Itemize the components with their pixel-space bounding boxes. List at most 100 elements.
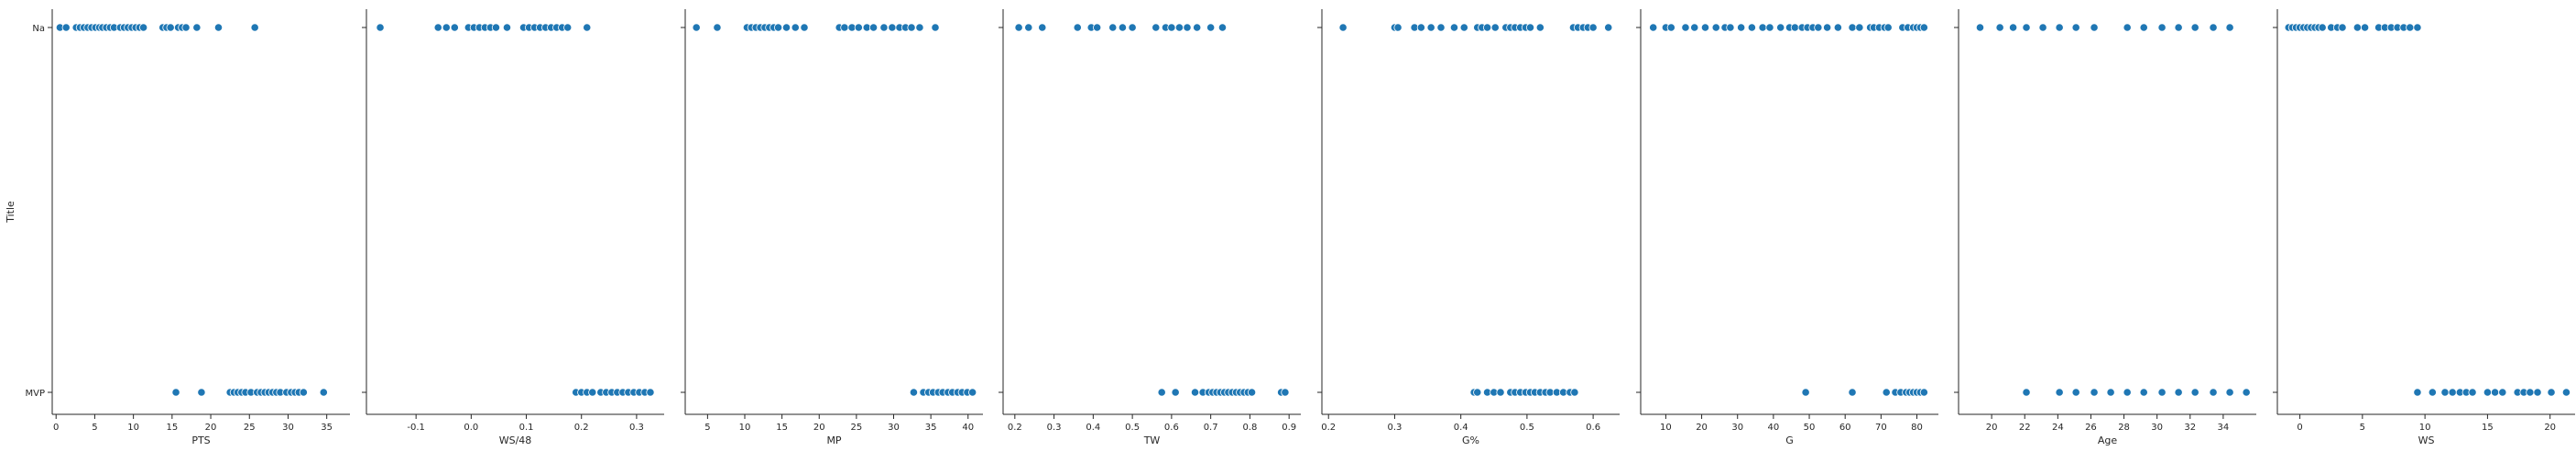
data-point-na [1093, 23, 1102, 32]
x-tick-label: 20 [1696, 423, 1708, 433]
x-tick-label: 0.1 [519, 423, 534, 433]
data-point-na [2008, 23, 2018, 32]
x-axis-label: PTS [191, 434, 210, 446]
data-point-mvp [1848, 388, 1857, 397]
data-point-na [1758, 23, 1767, 32]
x-tick-label: 15 [2482, 423, 2494, 433]
facet-panel-1: Na MVP Title 0 5 10 15 20 25 30 35 PTS [5, 9, 350, 446]
data-point-na [2209, 23, 2218, 32]
x-tick-label: 0.5 [1125, 423, 1140, 433]
data-point-mvp [2190, 388, 2199, 397]
data-point-mvp [2526, 388, 2535, 397]
x-tick-label: 28 [2118, 423, 2130, 433]
x-tick-label: 0.6 [1164, 423, 1179, 433]
data-point-mvp [2440, 388, 2450, 397]
data-point-na [250, 23, 259, 32]
data-point-mvp [2468, 388, 2477, 397]
data-point-mvp [2123, 388, 2132, 397]
x-tick-label: 0.0 [464, 423, 478, 433]
x-tick-label: 0.3 [1047, 423, 1062, 433]
x-tick-label: 10 [1660, 423, 1672, 433]
x-tick-label: 40 [1768, 423, 1780, 433]
data-point-na [2174, 23, 2183, 32]
data-point-mvp [2242, 388, 2251, 397]
data-point-na [2090, 23, 2099, 32]
data-point-na [2360, 23, 2370, 32]
data-point-mvp [1801, 388, 1810, 397]
data-point-mvp [299, 388, 308, 397]
data-point-na [1167, 23, 1176, 32]
data-point-mvp [2090, 388, 2099, 397]
data-point-na [1038, 23, 1047, 32]
data-point-mvp [1281, 388, 1290, 397]
x-axis-label: MP [826, 434, 841, 446]
data-point-na [2413, 23, 2422, 32]
data-point-na [1995, 23, 2004, 32]
x-tick-label: 30 [2151, 423, 2163, 433]
x-tick-label: 20 [2544, 423, 2556, 433]
data-point-na [868, 23, 879, 32]
data-point-na [1490, 23, 1500, 32]
x-tick-label: 0.9 [1282, 423, 1296, 433]
data-point-na [1482, 23, 1492, 32]
x-tick-label: 22 [2019, 423, 2031, 433]
data-point-na [1666, 23, 1675, 32]
data-point-na [1690, 23, 1699, 32]
x-axis-label: TW [1143, 434, 1161, 446]
data-point-na [1975, 23, 1985, 32]
data-point-na [1459, 23, 1468, 32]
x-tick-label: 5 [704, 423, 710, 433]
data-point-mvp [2106, 388, 2115, 397]
x-tick-label: 30 [1731, 423, 1743, 433]
data-point-na [854, 23, 863, 32]
data-point-na [1024, 23, 1033, 32]
data-point-na [931, 23, 940, 32]
x-tick-label: 20 [1986, 423, 1998, 433]
data-point-mvp [171, 388, 180, 397]
x-tick-label: 0.5 [1520, 423, 1534, 433]
facet-panel-2: -0.1 0.0 0.1 0.2 0.3 WS/48 [362, 9, 664, 446]
x-axis-label: G% [1462, 434, 1479, 446]
data-point-mvp [2561, 388, 2571, 397]
data-point-na [166, 23, 175, 32]
data-point-na [139, 23, 148, 32]
data-point-na [1193, 23, 1202, 32]
data-point-na [1118, 23, 1128, 32]
data-point-na [1700, 23, 1710, 32]
x-axis-label: WS [2418, 434, 2435, 446]
x-tick-label: 0.3 [1387, 423, 1402, 433]
data-point-mvp [2498, 388, 2507, 397]
data-point-na [800, 23, 809, 32]
data-point-na [433, 23, 442, 32]
x-tick-label: 0 [2297, 423, 2302, 433]
data-point-mvp [2022, 388, 2031, 397]
data-point-na [376, 23, 385, 32]
data-point-mvp [2428, 388, 2437, 397]
data-point-na [888, 23, 897, 32]
data-point-na [2055, 23, 2064, 32]
data-point-na [2123, 23, 2132, 32]
x-tick-label: 30 [282, 423, 294, 433]
data-point-mvp [1473, 388, 1482, 397]
data-point-na [1919, 23, 1928, 32]
data-point-na [1449, 23, 1459, 32]
data-point-na [583, 23, 592, 32]
data-point-mvp [2157, 388, 2167, 397]
data-point-na [1855, 23, 1864, 32]
data-point-na [491, 23, 501, 32]
x-tick-label: 35 [321, 423, 333, 433]
data-point-na [840, 23, 849, 32]
data-point-mvp [2483, 388, 2493, 397]
x-tick-label: 50 [1804, 423, 1816, 433]
x-tick-label: 24 [2052, 423, 2064, 433]
data-point-mvp [2491, 388, 2500, 397]
data-point-na [1883, 23, 1893, 32]
data-point-na [1604, 23, 1613, 32]
x-tick-label: 0 [53, 423, 59, 433]
data-point-na [450, 23, 459, 32]
data-point-na [1649, 23, 1658, 32]
data-point-mvp [1247, 388, 1257, 397]
data-point-na [2038, 23, 2047, 32]
data-point-na [1393, 23, 1403, 32]
